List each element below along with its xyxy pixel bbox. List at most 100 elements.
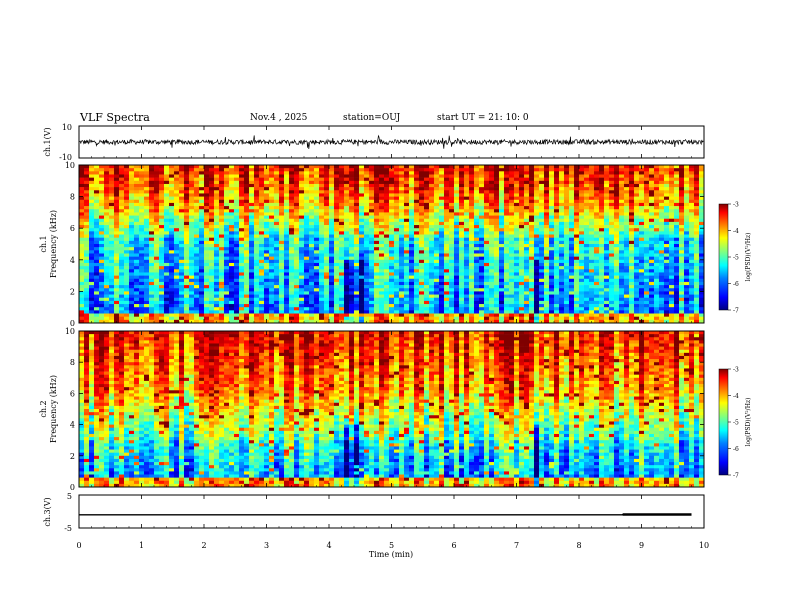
ch1-spectrogram-cell — [364, 288, 370, 292]
ch1-spectrogram-cell — [504, 266, 510, 270]
ch1-spectrogram-cell — [364, 240, 370, 245]
ch1-spectrogram-cell — [129, 247, 135, 251]
ch1-spectrogram-cell — [489, 234, 495, 238]
ch1-spectrogram-cell — [404, 240, 410, 245]
ch1-spectrogram-cell — [84, 165, 90, 169]
ch1-spectrogram-cell — [104, 206, 110, 210]
ch1-spectrogram-cell — [544, 177, 550, 182]
ch1-spectrogram-cell — [219, 240, 225, 245]
ch1-spectrogram-cell — [574, 275, 580, 280]
ch1-spectrogram-cell — [514, 266, 520, 270]
ch1-spectrogram-cell — [169, 307, 175, 311]
ch1-spectrogram-cell — [409, 259, 415, 264]
ch1-spectrogram-cell — [414, 304, 420, 308]
ch1-spectrogram-cell — [489, 281, 495, 286]
ch1-spectrogram-cell — [474, 240, 480, 245]
ch1-spectrogram-cell — [134, 310, 140, 314]
ch1-spectrogram-cell — [334, 244, 340, 248]
ch1-spectrogram-cell — [459, 300, 465, 305]
ch1-spectrogram-cell — [134, 269, 140, 273]
ch1-spectrogram-cell — [309, 206, 315, 210]
ch1-spectrogram-cell — [559, 316, 565, 321]
ch1-spectrogram-cell — [364, 275, 370, 280]
ch1-spectrogram-cell — [544, 278, 550, 283]
ch1-spectrogram-cell — [169, 199, 175, 204]
ch1-spectrogram-cell — [259, 313, 265, 317]
ch1-spectrogram-cell — [114, 196, 120, 201]
ch1-spectrogram-cell — [274, 259, 280, 264]
ch1-spectrogram-cell — [119, 237, 125, 242]
ch1-spectrogram-cell — [569, 199, 575, 204]
ch1-spectrogram-cell — [94, 244, 100, 248]
ch1-spectrogram-cell — [389, 177, 395, 182]
ch1-spectrogram-cell — [544, 253, 550, 257]
ch1-spectrogram-cell — [174, 247, 180, 251]
ch1-spectrogram-cell — [389, 193, 395, 197]
ch1-spectrogram-cell — [104, 221, 110, 226]
ch1-spectrogram-cell — [359, 196, 365, 201]
ch1-spectrogram-cell — [369, 297, 375, 302]
ch1-spectrogram-cell — [209, 221, 215, 226]
ch1-spectrogram-cell — [419, 218, 425, 223]
ch1-spectrogram-cell — [189, 177, 195, 182]
ch1-spectrogram-cell — [424, 218, 430, 223]
ch1-spectrogram-cell — [219, 202, 225, 207]
ch1-spectrogram-cell — [194, 206, 200, 210]
ch1-spectrogram-cell — [374, 291, 380, 295]
ch1-spectrogram-cell — [419, 209, 425, 213]
ch1-spectrogram-cell — [344, 262, 350, 267]
ch1-spectrogram-cell — [469, 231, 475, 235]
ch1-spectrogram-cell — [154, 228, 160, 232]
ch1-spectrogram-cell — [229, 281, 235, 286]
ch1-spectrogram-cell — [534, 237, 540, 242]
ch1-spectrogram-cell — [454, 206, 460, 210]
ch1-spectrogram-cell — [539, 300, 545, 305]
ch1-spectrogram-cell — [194, 294, 200, 299]
ch1-spectrogram-cell — [559, 285, 565, 289]
ch1-spectrogram-cell — [359, 275, 365, 280]
ch1-spectrogram-cell — [194, 228, 200, 232]
ch1-spectrogram-cell — [129, 291, 135, 295]
ch1-spectrogram-cell — [289, 291, 295, 295]
ch1-spectrogram-cell — [124, 269, 130, 273]
ch1-spectrogram-cell — [179, 196, 185, 201]
ch1-spectrogram-cell — [454, 250, 460, 254]
ch1-spectrogram-cell — [254, 225, 260, 229]
ch1-spectrogram-cell — [399, 256, 405, 261]
ch1-spectrogram-cell — [134, 281, 140, 286]
ch1-spectrogram-cell — [114, 259, 120, 264]
ch1-spectrogram-cell — [324, 202, 330, 207]
ch1-spectrogram-cell — [219, 199, 225, 204]
ch1-spectrogram-cell — [164, 183, 170, 188]
ch1-spectrogram-cell — [474, 307, 480, 311]
ch1-spectrogram-cell — [189, 190, 195, 194]
ch1-spectrogram-cell — [284, 190, 290, 194]
ch1-spectrogram-cell — [529, 221, 535, 226]
ch1-spectrogram-cell — [499, 244, 505, 248]
ch1-spectrogram-cell — [199, 275, 205, 280]
ch1-spectrogram-cell — [429, 278, 435, 283]
ch1-spectrogram-cell — [379, 215, 385, 220]
ch1-spectrogram-cell — [574, 256, 580, 261]
ch1-spectrogram-cell — [554, 300, 560, 305]
ch1-spectrogram-cell — [444, 266, 450, 270]
ch1-spectrogram-cell — [214, 234, 220, 238]
ch1-spectrogram-cell — [529, 199, 535, 204]
ch1-spectrogram-cell — [434, 240, 440, 245]
ch1-spectrogram-cell — [369, 183, 375, 188]
ch1-spectrogram-cell — [224, 272, 230, 276]
ch1-spectrogram-cell — [434, 196, 440, 201]
ch1-spectrogram-cell — [329, 193, 335, 197]
ch1-spectrogram-cell — [319, 221, 325, 226]
ch1-spectrogram-cell — [479, 234, 485, 238]
ch1-spectrogram-cell — [309, 215, 315, 220]
ch1-spectrogram-cell — [189, 199, 195, 204]
ch1-spectrogram-cell — [354, 256, 360, 261]
ch1-spectrogram-cell — [509, 237, 515, 242]
ch1-spectrogram-cell — [204, 285, 210, 289]
ch1-spectrogram-cell — [259, 240, 265, 245]
ch1-spectrogram-cell — [564, 231, 570, 235]
ch1-spectrogram-cell — [284, 240, 290, 245]
ch1-spectrogram-cell — [89, 240, 95, 245]
ch1-spectrogram-cell — [104, 218, 110, 223]
